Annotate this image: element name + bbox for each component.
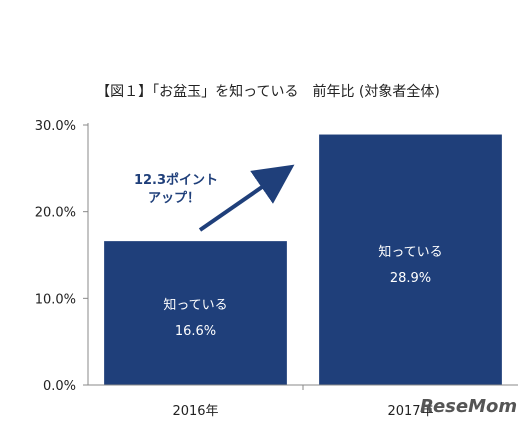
annotation-line2: アップ！ bbox=[148, 191, 200, 206]
annotation-line1: 12.3ポイント bbox=[134, 172, 218, 188]
chart-title: 【図１】「お盆玉」を知っている 前年比 (対象者全体) bbox=[96, 83, 440, 100]
y-axis: 0.0% 10.0% 20.0% 30.0% bbox=[35, 119, 89, 394]
x-category-label: 2017年 bbox=[387, 404, 433, 419]
y-tick-label: 20.0% bbox=[35, 206, 76, 221]
bar-label-line1: 知っている bbox=[378, 244, 442, 260]
bars: 知っている 16.6% 知っている 28.9% bbox=[104, 134, 502, 385]
bar-label-line1: 知っている bbox=[163, 297, 227, 313]
watermark-text: ReseMom bbox=[420, 396, 517, 417]
y-tick-label: 0.0% bbox=[43, 379, 76, 394]
x-category-label: 2016年 bbox=[172, 404, 218, 419]
y-tick-label: 30.0% bbox=[35, 119, 76, 134]
increase-arrow-icon bbox=[198, 164, 295, 232]
bar-label-value: 28.9% bbox=[390, 271, 431, 286]
bar-label-value: 16.6% bbox=[175, 324, 216, 339]
bar bbox=[104, 241, 287, 385]
resemom-watermark: ReseMom bbox=[420, 396, 517, 417]
y-tick-label: 10.0% bbox=[35, 292, 76, 307]
bar bbox=[319, 134, 502, 385]
increase-annotation: 12.3ポイント アップ！ bbox=[134, 164, 295, 232]
x-axis: 2016年 2017年 bbox=[88, 384, 518, 419]
